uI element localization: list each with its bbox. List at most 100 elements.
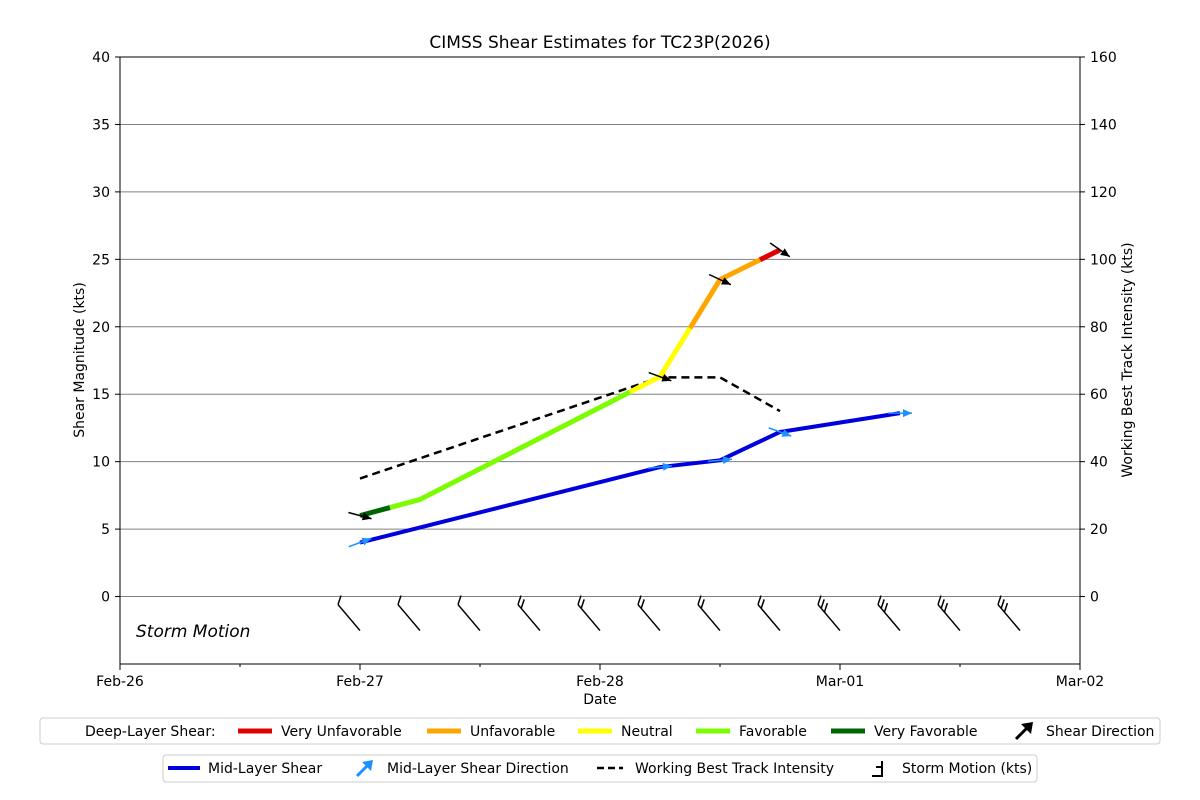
arrow-head (361, 537, 372, 546)
arrow-head (361, 512, 372, 521)
barb-shaft (397, 604, 421, 632)
deep-layer-direction-arrow (348, 511, 372, 521)
mid-layer-direction-arrow (707, 456, 733, 465)
barb-shaft (697, 604, 721, 632)
arrow-head (903, 409, 912, 418)
series-deep-layer-shear-segment (758, 247, 782, 263)
barb-flag (880, 599, 885, 609)
storm-motion-barb (577, 595, 601, 632)
y2-tick-label: 140 (1090, 117, 1117, 133)
legend-mid-layer-direction: Mid-Layer Shear Direction (387, 761, 569, 777)
y2-tick-label: 120 (1090, 185, 1117, 201)
y-axis-left: 0 5 10 15 20 25 30 35 40 (92, 50, 120, 606)
legend-deep-layer: Deep-Layer Shear: Very Unfavorable Unfav… (39, 717, 1161, 745)
series-deep-layer-shear-segment (628, 326, 693, 395)
barb-shaft (937, 604, 961, 632)
y-tick-label: 35 (92, 117, 110, 133)
storm-motion-barb (457, 595, 481, 632)
barb-shaft (577, 604, 601, 632)
series-layer (337, 242, 1021, 632)
barb-flag (877, 595, 882, 605)
barb-flag (517, 595, 522, 605)
legend-working-best-track: Working Best Track Intensity (635, 761, 834, 777)
barb-flag (1003, 602, 1009, 613)
barb-shaft (337, 604, 361, 632)
series-deep-layer-shear-segment (687, 257, 762, 330)
y2-tick-label: 40 (1090, 455, 1108, 471)
barb-shaft (637, 604, 661, 632)
barb-flag (520, 599, 525, 609)
legend-neutral: Neutral (621, 724, 673, 740)
storm-motion-barb (997, 595, 1021, 632)
shear-direction-arrow-icon (1014, 722, 1033, 741)
legend-mid-layer: Mid-Layer Shear Mid-Layer Shear Directio… (162, 754, 1038, 783)
barb-flag (760, 599, 765, 609)
barb-flag (697, 595, 702, 605)
barb-flag (1000, 599, 1005, 609)
storm-motion-barb (637, 595, 661, 632)
arrow-head (722, 456, 732, 465)
mid-layer-direction-arrow (647, 462, 673, 471)
y-tick-label: 5 (101, 522, 110, 538)
x-axis: Feb-26 Feb-27 Feb-28 Mar-01 Mar-02 (96, 664, 1104, 690)
deep-layer-direction-arrow (769, 242, 791, 258)
y-tick-label: 30 (92, 185, 110, 201)
barb-flag (940, 599, 945, 609)
mid-layer-direction-arrow (348, 537, 372, 548)
x-axis-label: Date (583, 692, 616, 708)
legend-shear-direction: Shear Direction (1046, 724, 1154, 740)
y2-tick-label: 0 (1090, 590, 1099, 606)
legend-storm-motion: Storm Motion (kts) (902, 761, 1032, 777)
x-tick-label: Feb-26 (96, 674, 144, 690)
barb-flag (637, 595, 642, 605)
legend-favorable: Favorable (739, 724, 807, 740)
y-axis-label: Shear Magnitude (kts) (72, 282, 88, 438)
barb-shaft (457, 604, 481, 632)
y2-tick-label: 100 (1090, 252, 1117, 268)
barb-flag (883, 602, 889, 613)
barb-flag (820, 599, 825, 609)
barb-shaft (757, 604, 781, 632)
storm-motion-barb-icon (872, 761, 883, 777)
barb-flag (937, 595, 942, 605)
y-tick-label: 0 (101, 590, 110, 606)
barb-flag (397, 595, 402, 605)
barb-flag (823, 602, 829, 613)
y-tick-label: 20 (92, 320, 110, 336)
barb-flag (817, 595, 822, 605)
storm-motion-barb (937, 595, 961, 632)
barb-shaft (817, 604, 841, 632)
storm-motion-barb (757, 595, 781, 632)
x-tick-label: Mar-02 (1056, 674, 1104, 690)
deep-layer-direction-arrow (648, 371, 672, 382)
barb-flag (997, 595, 1002, 605)
legend-mid-layer-shear: Mid-Layer Shear (208, 761, 322, 777)
storm-motion-barb (337, 595, 361, 632)
y-tick-label: 10 (92, 455, 110, 471)
y-tick-label: 25 (92, 252, 110, 268)
barb-flag (577, 595, 582, 605)
series-mid-layer-shear (359, 411, 901, 545)
plot-frame (119, 56, 1081, 665)
legend-very-favorable: Very Favorable (874, 724, 978, 740)
series-deep-layer-shear-segment (389, 389, 632, 510)
x-tick-label: Mar-01 (816, 674, 864, 690)
arrow-head (662, 462, 672, 471)
barb-flag (640, 599, 645, 609)
x-tick-label: Feb-27 (336, 674, 384, 690)
arrow-head (781, 429, 792, 437)
mid-layer-direction-arrow (768, 427, 792, 437)
arrow-head (661, 373, 672, 382)
storm-motion-annotation: Storm Motion (136, 622, 250, 642)
y-axis-right: 0 20 40 60 80 100 120 140 160 (1080, 50, 1117, 606)
legend-very-unfavorable: Very Unfavorable (281, 724, 402, 740)
y2-axis-label: Working Best Track Intensity (kts) (1120, 242, 1136, 477)
deep-layer-direction-arrow (708, 273, 732, 286)
barb-flag (580, 599, 585, 609)
arrow-head (780, 248, 790, 257)
barb-shaft (517, 604, 541, 632)
arrow-head (721, 277, 731, 285)
y2-tick-label: 60 (1090, 387, 1108, 403)
barb-flag (700, 599, 705, 609)
